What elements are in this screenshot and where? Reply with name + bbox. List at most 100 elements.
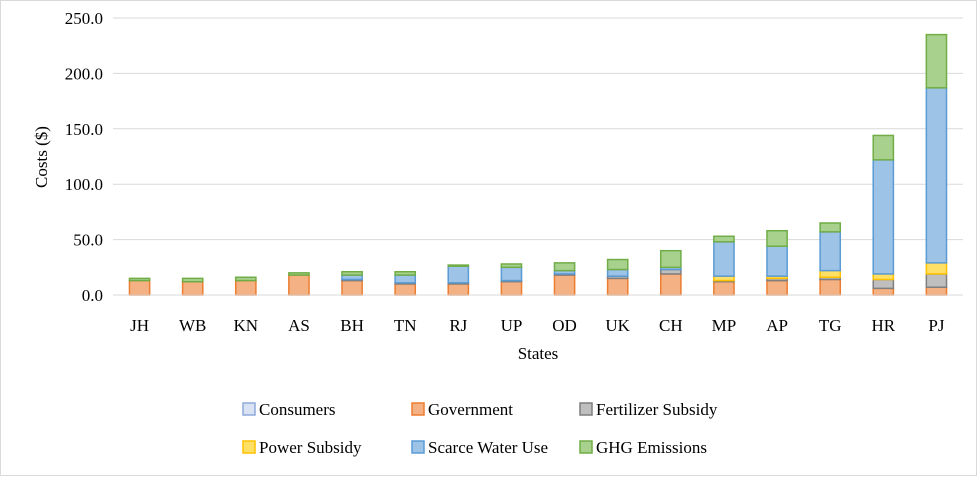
x-tick-label: PJ — [928, 316, 944, 335]
bar-segment-ghg-emissions — [766, 229, 788, 247]
x-tick-label: MP — [712, 316, 737, 335]
bar-segment-scarce-water-use — [713, 241, 735, 277]
legend-label: Fertilizer Subsidy — [596, 400, 718, 419]
x-tick-label: UP — [501, 316, 523, 335]
x-tick-label: HR — [872, 316, 896, 335]
bar-segment-government — [288, 274, 310, 296]
legend-swatch — [579, 440, 593, 454]
bar-segment-power-subsidy — [872, 273, 895, 281]
gridlines — [113, 17, 963, 241]
bar-stack-od — [553, 262, 576, 296]
legend-swatch — [411, 440, 425, 454]
legend-swatch — [411, 402, 425, 416]
bar-segment-government — [553, 274, 576, 296]
bar-segment-scarce-water-use — [447, 265, 470, 284]
bar-stack-ap — [766, 229, 788, 296]
x-tick-label: BH — [340, 316, 364, 335]
bar-segment-scarce-water-use — [500, 266, 523, 282]
bar-segment-ghg-emissions — [234, 276, 257, 282]
bar-segment-ghg-emissions — [181, 277, 204, 283]
bar-segment-ghg-emissions — [606, 258, 629, 271]
bar-stack-wb — [181, 277, 204, 296]
legend-item: Power Subsidy — [242, 438, 362, 457]
bar-segment-ghg-emissions — [659, 249, 682, 269]
x-tick-label: AS — [288, 316, 310, 335]
bar-segment-government — [394, 283, 417, 296]
bar-stack-up — [500, 263, 523, 296]
bar-stack-ch — [659, 249, 682, 296]
bar-stack-rj — [447, 264, 470, 296]
y-tick-label: 250.0 — [65, 9, 103, 28]
legend-label: Power Subsidy — [259, 438, 362, 457]
x-axis-title: States — [518, 344, 559, 363]
bar-segment-government — [713, 280, 735, 296]
y-tick-labels: 0.0 50.0 100.0 150.0 200.0 250.0 — [65, 9, 103, 305]
bar-segment-scarce-water-use — [925, 87, 948, 264]
bar-stack-mp — [713, 235, 735, 296]
y-tick-label: 150.0 — [65, 120, 103, 139]
x-tick-label: OD — [552, 316, 577, 335]
bar-stack-jh — [128, 277, 151, 296]
legend-item: GHG Emissions — [579, 438, 707, 457]
bar-segment-power-subsidy — [925, 262, 948, 275]
legend-item: Consumers — [242, 400, 336, 419]
bar-segment-ghg-emissions — [925, 33, 948, 89]
bar-segment-government — [872, 287, 895, 296]
bar-segment-government — [181, 280, 204, 296]
bar-stack-tg — [819, 222, 842, 296]
bar-segment-fertilizer-subsidy — [925, 273, 948, 288]
bar-segment-government — [128, 279, 151, 296]
bar-segment-scarce-water-use — [606, 268, 629, 277]
x-tick-label: JH — [130, 316, 149, 335]
bar-segment-government — [341, 279, 363, 296]
x-tick-label: KN — [234, 316, 259, 335]
bar-segment-government — [447, 283, 470, 296]
bar-segment-government — [606, 277, 629, 296]
bar-segment-government — [500, 280, 523, 296]
bar-stack-pj — [925, 33, 948, 296]
bar-segment-government — [766, 279, 788, 296]
bar-segment-ghg-emissions — [500, 263, 523, 269]
x-tick-label: TG — [819, 316, 842, 335]
x-tick-label: UK — [605, 316, 630, 335]
legend-item: Government — [411, 400, 513, 419]
legend-item: Scarce Water Use — [411, 438, 548, 457]
legend-item: Fertilizer Subsidy — [579, 400, 718, 419]
x-tick-label: TN — [394, 316, 417, 335]
bar-segment-ghg-emissions — [288, 272, 310, 276]
bar-segment-government — [925, 286, 948, 296]
bar-segment-scarce-water-use — [819, 231, 842, 272]
bar-segment-government — [659, 273, 682, 296]
bar-segment-ghg-emissions — [128, 277, 151, 282]
bar-segment-scarce-water-use — [766, 245, 788, 277]
bar-stack-tn — [394, 270, 417, 296]
bar-segment-ghg-emissions — [394, 270, 417, 276]
bar-segment-government — [819, 278, 842, 296]
bar-segment-ghg-emissions — [447, 264, 470, 267]
x-tick-label: WB — [179, 316, 206, 335]
legend-label: Government — [428, 400, 513, 419]
y-axis-title: Costs ($) — [32, 126, 51, 188]
bar-segment-ghg-emissions — [553, 262, 576, 272]
x-tick-labels: JH WB KN AS BH TN RJ UP OD UK CH MP AP TG HR PJ — [130, 316, 945, 335]
bar-stack-hr — [872, 134, 895, 296]
legend-label: Consumers — [259, 400, 336, 419]
bar-segment-government — [234, 279, 257, 296]
y-tick-label: 200.0 — [65, 64, 103, 83]
y-tick-label: 50.0 — [73, 231, 103, 250]
bar-stack-kn — [234, 276, 257, 296]
x-tick-label: AP — [766, 316, 788, 335]
bar-segment-fertilizer-subsidy — [872, 278, 895, 290]
x-tick-label: RJ — [449, 316, 467, 335]
bar-stack-as — [288, 272, 310, 296]
legend: Consumers Government Fertilizer Subsidy Pow… — [242, 400, 718, 457]
legend-swatch — [242, 440, 256, 454]
legend-swatch — [579, 402, 593, 416]
bar-segment-ghg-emissions — [713, 235, 735, 243]
bar-segment-scarce-water-use — [394, 274, 417, 284]
bar-segment-ghg-emissions — [819, 222, 842, 233]
bars — [128, 33, 948, 296]
legend-label: GHG Emissions — [596, 438, 707, 457]
